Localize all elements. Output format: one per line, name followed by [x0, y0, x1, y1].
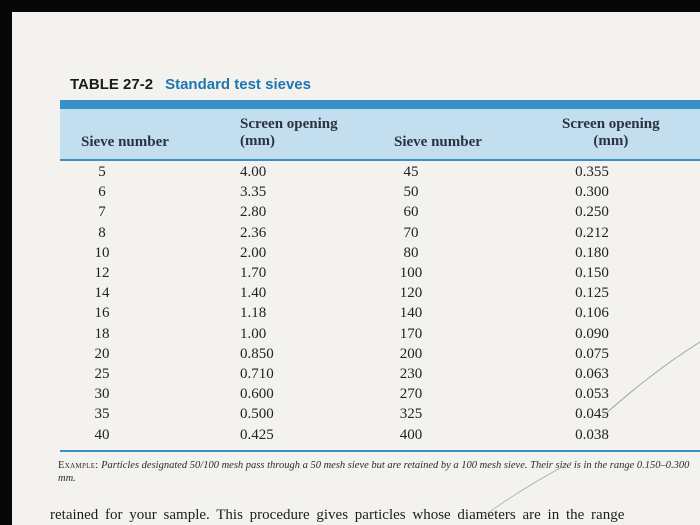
screen-opening-cell: 1.70	[240, 265, 267, 281]
table-row: 20 0.850 200 0.075	[60, 346, 700, 366]
table-row: 30 0.600 270 0.053	[60, 386, 700, 406]
sieve-number-cell: 170	[399, 325, 423, 342]
sieve-number-cell: 400	[399, 426, 423, 443]
body-paragraph: retained for your sample. This procedure…	[50, 507, 625, 523]
screen-opening-cell: 0.063	[575, 366, 609, 382]
screen-opening-cell: 0.090	[575, 325, 609, 342]
table-row: 35 0.500 325 0.045	[60, 406, 700, 426]
screen-opening-cell: 4.00	[240, 164, 267, 180]
screen-opening-cell: 3.35	[240, 184, 267, 201]
table-row: 5 4.00 45 0.355	[60, 164, 700, 184]
table-example-note: Example: Particles designated 50/100 mes…	[58, 459, 698, 485]
sieve-number-cell: 10	[94, 244, 110, 261]
sieve-number-cell: 8	[98, 224, 106, 241]
sieve-number-cell: 7	[98, 204, 106, 221]
sieve-number-cell: 80	[403, 244, 419, 261]
screen-opening-cell: 1.18	[240, 305, 267, 322]
table-header: Sieve number Screen opening (mm) Sieve n…	[60, 109, 700, 159]
sieve-number-cell: 30	[94, 386, 110, 403]
sieve-number-cell: 5	[98, 164, 106, 180]
header-screen-opening-1-line1: Screen opening	[240, 116, 338, 132]
header-screen-opening-1-unit: (mm)	[240, 133, 275, 149]
table-row: 25 0.710 230 0.063	[60, 366, 700, 386]
sieve-number-cell: 40	[94, 426, 110, 443]
table-bottom-rule	[60, 450, 700, 452]
screen-opening-cell: 2.00	[240, 244, 267, 261]
screen-opening-cell: 0.355	[575, 164, 609, 180]
sieve-number-cell: 230	[399, 366, 423, 382]
screen-opening-cell: 1.40	[240, 285, 267, 302]
sieve-number-cell: 45	[403, 164, 419, 180]
table-title: TABLE 27-2 Standard test sieves	[70, 76, 311, 93]
sieve-number-cell: 60	[403, 204, 419, 221]
screen-opening-cell: 0.125	[575, 285, 609, 302]
textbook-page: TABLE 27-2 Standard test sieves Sieve num…	[12, 12, 700, 525]
table-body: 5 4.00 45 0.355 6 3.35 50 0.300 7 2.80 60 0.250 8 2.3…	[60, 164, 700, 449]
screen-opening-cell: 0.850	[240, 345, 274, 362]
sieve-number-cell: 25	[94, 366, 110, 382]
table-row: 18 1.00 170 0.090	[60, 326, 700, 346]
screen-opening-cell: 0.053	[575, 386, 609, 403]
screen-opening-cell: 0.150	[575, 265, 609, 281]
screen-opening-cell: 2.80	[240, 204, 267, 221]
screen-opening-cell: 0.300	[575, 184, 609, 201]
header-bottom-rule	[60, 159, 700, 161]
sieve-number-cell: 35	[94, 406, 110, 423]
table-top-rule	[60, 100, 700, 109]
screen-opening-cell: 0.425	[240, 426, 274, 443]
header-sieve-number-1: Sieve number	[81, 134, 169, 150]
table-row: 6 3.35 50 0.300	[60, 184, 700, 204]
screen-opening-cell: 0.600	[240, 386, 274, 403]
table-row: 10 2.00 80 0.180	[60, 245, 700, 265]
sieve-number-cell: 140	[399, 305, 423, 322]
sieve-number-cell: 14	[94, 285, 110, 302]
header-screen-opening-2-unit: (mm)	[593, 133, 629, 149]
screen-opening-cell: 0.038	[575, 426, 609, 443]
table-row: 16 1.18 140 0.106	[60, 305, 700, 325]
header-screen-opening-2: Screen opening (mm)	[562, 116, 660, 150]
screen-opening-cell: 2.36	[240, 224, 267, 241]
screen-opening-cell: 0.250	[575, 204, 609, 221]
table-row: 12 1.70 100 0.150	[60, 265, 700, 285]
header-screen-opening-1: Screen opening (mm)	[240, 116, 338, 150]
screen-opening-cell: 0.106	[575, 305, 609, 322]
example-lead: Example:	[58, 460, 99, 471]
screen-opening-cell: 0.075	[575, 345, 609, 362]
header-sieve-number-2: Sieve number	[394, 134, 482, 150]
screen-opening-cell: 1.00	[240, 325, 267, 342]
header-screen-opening-2-line1: Screen opening	[562, 116, 660, 132]
screen-opening-cell: 0.500	[240, 406, 274, 423]
sieve-number-cell: 50	[403, 184, 419, 201]
screen-opening-cell: 0.045	[575, 406, 609, 423]
sieve-number-cell: 120	[399, 285, 423, 302]
sieve-number-cell: 12	[94, 265, 110, 281]
table-row: 7 2.80 60 0.250	[60, 204, 700, 224]
sieve-number-cell: 70	[403, 224, 419, 241]
table-name: Standard test sieves	[165, 76, 311, 93]
screen-opening-cell: 0.180	[575, 244, 609, 261]
sieve-number-cell: 100	[399, 265, 423, 281]
screen-opening-cell: 0.212	[575, 224, 609, 241]
sieve-number-cell: 6	[98, 184, 106, 201]
example-text: Particles designated 50/100 mesh pass th…	[58, 460, 690, 484]
sieve-number-cell: 200	[399, 345, 423, 362]
table-row: 8 2.36 70 0.212	[60, 225, 700, 245]
table-row: 14 1.40 120 0.125	[60, 285, 700, 305]
table-number: TABLE 27-2	[70, 76, 154, 93]
sieve-number-cell: 20	[94, 345, 110, 362]
screen-opening-cell: 0.710	[240, 366, 274, 382]
sieve-number-cell: 16	[94, 305, 110, 322]
sieve-number-cell: 270	[399, 386, 423, 403]
sieve-number-cell: 325	[399, 406, 423, 423]
sieve-number-cell: 18	[94, 325, 110, 342]
table-row: 40 0.425 400 0.038	[60, 427, 700, 447]
